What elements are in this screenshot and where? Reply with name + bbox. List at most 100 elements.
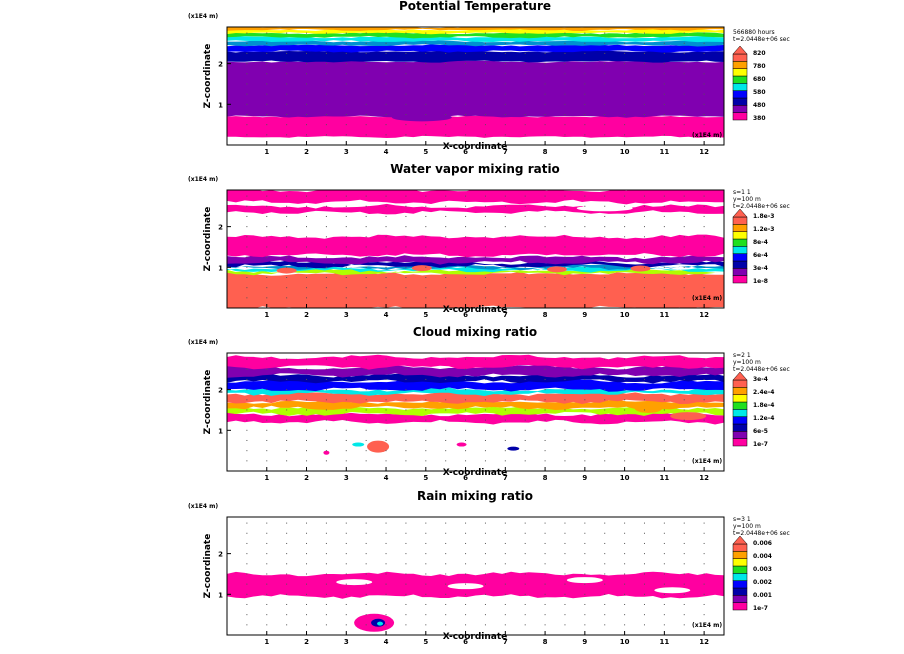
grid-dot (683, 368, 685, 370)
grid-dot (345, 532, 347, 534)
colorbar-label: 1e-7 (753, 441, 768, 448)
grid-dot (306, 399, 308, 401)
grid-dot (584, 532, 586, 534)
grid-dot (564, 63, 566, 65)
grid-dot (365, 409, 367, 411)
grid-dot (345, 93, 347, 95)
grid-dot (643, 93, 645, 95)
grid-dot (385, 93, 387, 95)
grid-dot (484, 246, 486, 248)
grid-dot (385, 553, 387, 555)
grid-dot (325, 42, 327, 44)
grid-dot (643, 226, 645, 228)
grid-dot (643, 124, 645, 126)
grid-dot (624, 73, 626, 75)
grid-dot (643, 134, 645, 136)
grid-dot (683, 276, 685, 278)
grid-dot (445, 246, 447, 248)
x-tick-label: 8 (543, 148, 548, 156)
grid-dot (683, 603, 685, 605)
grid-dot (306, 266, 308, 268)
colorbar-swatch (732, 580, 748, 589)
grid-dot (544, 522, 546, 524)
grid-dot (604, 266, 606, 268)
grid-dot (524, 624, 526, 626)
grid-dot (405, 419, 407, 421)
grid-dot (624, 603, 626, 605)
grid-dot (484, 266, 486, 268)
panel-rain-mixing-ratio: Rain mixing ratio (x1E4 m) 1 2 3 4 5 6 7 8 9 10 11… (188, 489, 790, 646)
y-tick-label: 1 (218, 101, 223, 109)
grid-dot (246, 378, 248, 380)
grid-dot (246, 297, 248, 299)
grid-dot (544, 205, 546, 207)
grid-dot (445, 236, 447, 238)
grid-dot (663, 378, 665, 380)
grid-dot (325, 614, 327, 616)
grid-dot (564, 124, 566, 126)
grid-dot (604, 439, 606, 441)
grid-dot (425, 256, 427, 258)
grid-dot (663, 63, 665, 65)
grid-dot (365, 532, 367, 534)
grid-dot (564, 522, 566, 524)
grid-dot (385, 236, 387, 238)
grid-dot (663, 93, 665, 95)
grid-dot (286, 368, 288, 370)
grid-dot (325, 358, 327, 360)
grid-dot (365, 83, 367, 85)
grid-dot (564, 215, 566, 217)
grid-dot (584, 246, 586, 248)
grid-dot (465, 236, 467, 238)
grid-dot (524, 32, 526, 34)
grid-dot (306, 287, 308, 289)
grid-dot (385, 124, 387, 126)
grid-dot (286, 532, 288, 534)
x-ticks: 1 2 3 4 5 6 7 8 9 10 11 12 (264, 631, 709, 646)
grid-dot (524, 378, 526, 380)
grid-dot (524, 226, 526, 228)
grid-dot (325, 113, 327, 115)
grid-dot (683, 103, 685, 105)
grid-dot (524, 113, 526, 115)
grid-dot (624, 450, 626, 452)
grid-dot (524, 93, 526, 95)
grid-dot (405, 624, 407, 626)
grid-dot (663, 358, 665, 360)
grid-dot (325, 460, 327, 462)
grid-dot (425, 614, 427, 616)
grid-dot (504, 226, 506, 228)
grid-dot (643, 256, 645, 258)
colorbar-labels: 820 780 680 580 480 380 (753, 50, 766, 122)
colorbar-swatch (732, 416, 748, 425)
grid-dot (544, 215, 546, 217)
grid-dot (564, 378, 566, 380)
grid-dot (703, 583, 705, 585)
grid-dot (246, 429, 248, 431)
grid-dot (663, 563, 665, 565)
grid-dot (445, 205, 447, 207)
grid-dot (266, 624, 268, 626)
grid-dot (246, 103, 248, 105)
grid-dot (624, 583, 626, 585)
colorbar-label: 1.2e-3 (753, 226, 774, 233)
grid-dot (465, 83, 467, 85)
grid-dot (663, 134, 665, 136)
grid-dot (425, 378, 427, 380)
x-tick-label: 4 (384, 311, 389, 319)
grid-dot (524, 276, 526, 278)
grid-dot (584, 276, 586, 278)
grid-dot (365, 553, 367, 555)
grid-dot (425, 368, 427, 370)
grid-dot (604, 52, 606, 54)
grid-dot (604, 134, 606, 136)
colorbar-swatch (732, 401, 748, 410)
grid-dot (524, 42, 526, 44)
grid-dot (385, 624, 387, 626)
colorbar-swatch (732, 53, 748, 62)
grid-dot (306, 542, 308, 544)
grid-dot (524, 124, 526, 126)
grid-dot (365, 32, 367, 34)
grid-dot (425, 287, 427, 289)
grid-dot (544, 450, 546, 452)
